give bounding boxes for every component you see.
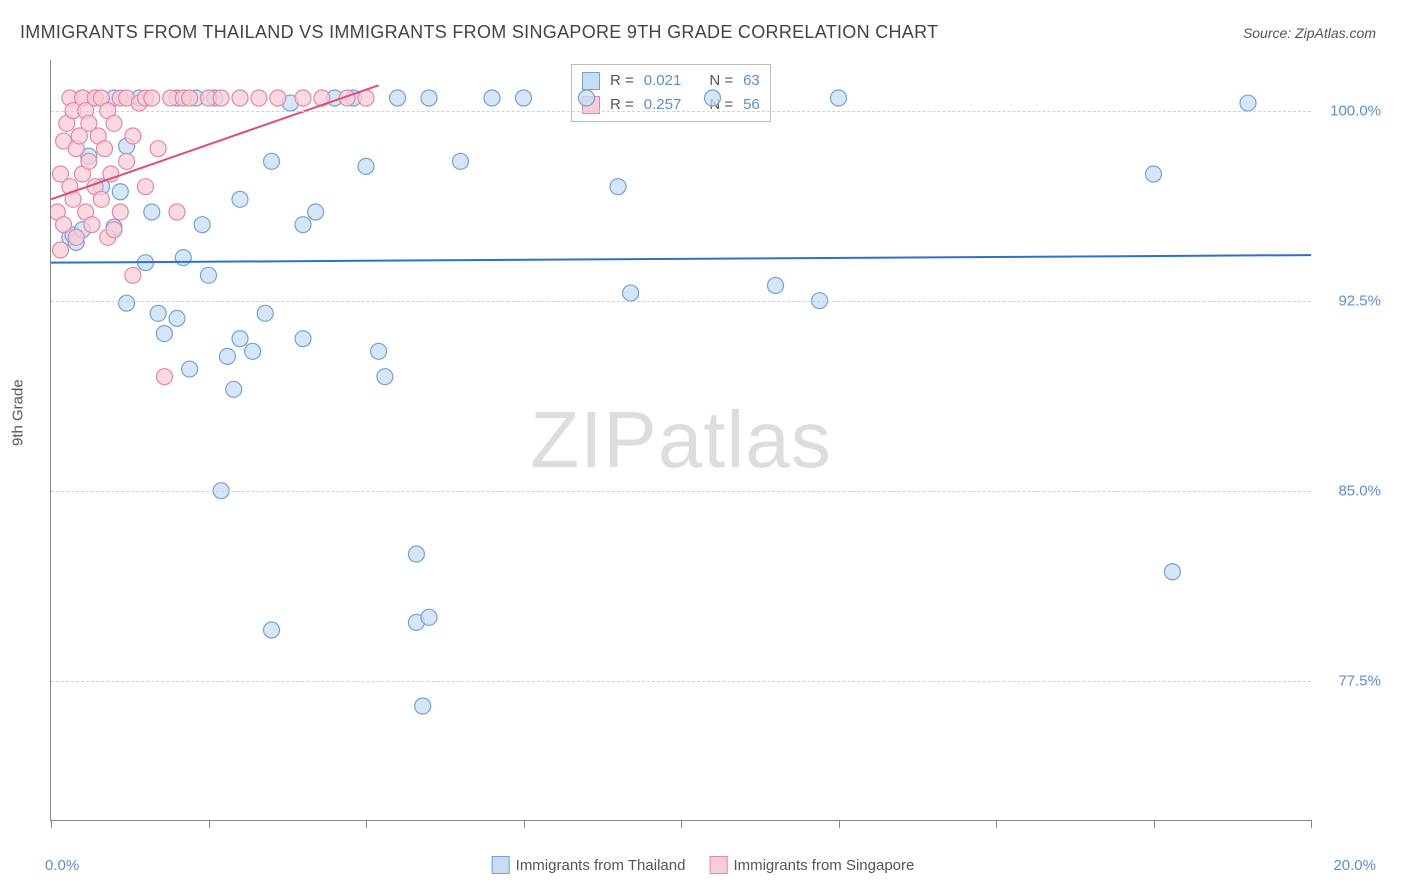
scatter-point [219,348,235,364]
scatter-point [1164,564,1180,580]
scatter-point [119,153,135,169]
scatter-point [358,158,374,174]
scatter-point [106,115,122,131]
chart-plot-area: ZIPatlas R = 0.021 N = 63 R = 0.257 N = … [50,60,1311,821]
scatter-svg [51,60,1311,820]
scatter-point [623,285,639,301]
scatter-point [245,343,261,359]
scatter-point [194,217,210,233]
scatter-point [150,305,166,321]
scatter-point [144,90,160,106]
x-tick [1154,820,1155,828]
scatter-point [93,191,109,207]
scatter-point [97,141,113,157]
legend-label-singapore: Immigrants from Singapore [733,857,914,874]
scatter-point [226,381,242,397]
x-axis-max-label: 20.0% [1333,857,1376,874]
gridline [51,681,1311,682]
scatter-point [125,128,141,144]
scatter-point [52,242,68,258]
scatter-point [257,305,273,321]
x-tick [681,820,682,828]
scatter-point [251,90,267,106]
scatter-point [56,217,72,233]
scatter-point [175,250,191,266]
scatter-point [579,90,595,106]
x-tick [524,820,525,828]
y-tick-label: 77.5% [1338,672,1381,689]
scatter-point [84,217,100,233]
scatter-point [232,331,248,347]
scatter-point [106,222,122,238]
scatter-point [138,179,154,195]
scatter-point [182,90,198,106]
scatter-point [295,331,311,347]
x-tick [839,820,840,828]
scatter-point [421,609,437,625]
scatter-point [831,90,847,106]
scatter-point [264,153,280,169]
y-tick-label: 100.0% [1330,102,1381,119]
legend-swatch-icon [709,856,727,874]
x-tick [209,820,210,828]
scatter-point [371,343,387,359]
scatter-point [705,90,721,106]
bottom-legend: Immigrants from Thailand Immigrants from… [492,856,915,874]
source-label: Source: ZipAtlas.com [1243,25,1376,41]
gridline [51,111,1311,112]
y-tick-label: 85.0% [1338,482,1381,499]
scatter-point [408,546,424,562]
scatter-point [516,90,532,106]
scatter-point [453,153,469,169]
scatter-point [415,698,431,714]
scatter-point [169,310,185,326]
scatter-point [295,90,311,106]
scatter-point [610,179,626,195]
scatter-point [377,369,393,385]
scatter-point [119,295,135,311]
legend-item-thailand: Immigrants from Thailand [492,856,686,874]
gridline [51,301,1311,302]
scatter-point [213,90,229,106]
x-tick [996,820,997,828]
scatter-point [150,141,166,157]
scatter-point [295,217,311,233]
x-tick [51,820,52,828]
scatter-point [112,204,128,220]
y-axis-label: 9th Grade [10,379,27,446]
gridline [51,491,1311,492]
scatter-point [768,277,784,293]
scatter-point [182,361,198,377]
scatter-point [144,204,160,220]
legend-swatch-icon [492,856,510,874]
scatter-point [1146,166,1162,182]
scatter-point [232,90,248,106]
x-axis-min-label: 0.0% [45,857,79,874]
scatter-point [169,204,185,220]
scatter-point [112,184,128,200]
scatter-point [484,90,500,106]
scatter-point [156,369,172,385]
x-tick [1311,820,1312,828]
scatter-point [390,90,406,106]
scatter-point [270,90,286,106]
scatter-point [125,267,141,283]
scatter-point [421,90,437,106]
x-tick [366,820,367,828]
scatter-point [156,326,172,342]
regression-line [51,255,1311,263]
scatter-point [81,153,97,169]
scatter-point [264,622,280,638]
legend-item-singapore: Immigrants from Singapore [709,856,914,874]
chart-title: IMMIGRANTS FROM THAILAND VS IMMIGRANTS F… [20,22,938,43]
y-tick-label: 92.5% [1338,292,1381,309]
scatter-point [1240,95,1256,111]
scatter-point [68,229,84,245]
legend-label-thailand: Immigrants from Thailand [516,857,686,874]
scatter-point [232,191,248,207]
scatter-point [201,267,217,283]
scatter-point [308,204,324,220]
